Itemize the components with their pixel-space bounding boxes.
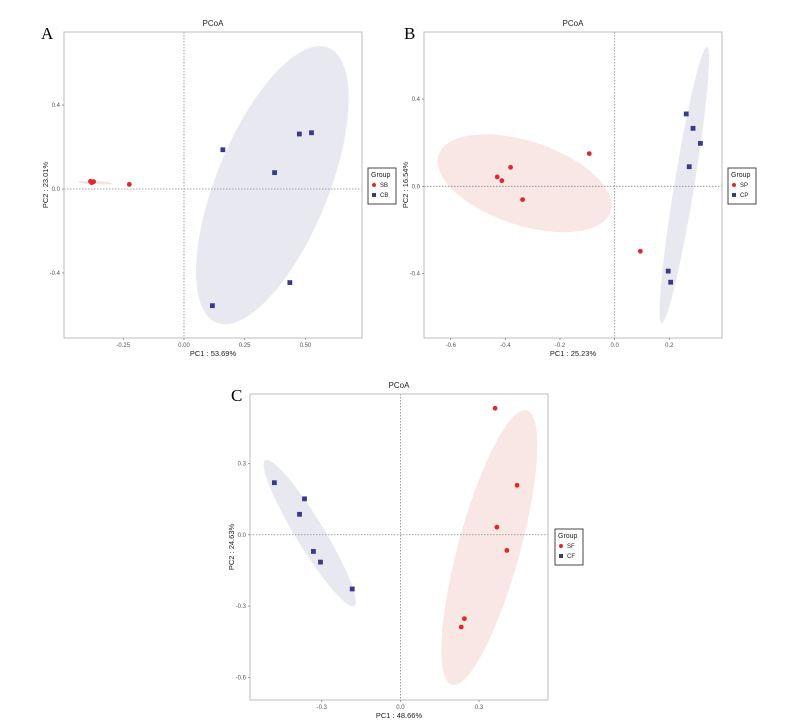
confidence-ellipse-cp	[659, 46, 709, 324]
x-tick-label: 0.0	[610, 343, 619, 349]
legend-title: Group	[558, 533, 578, 540]
data-point-cp	[686, 164, 692, 170]
x-tick-label: 0.25	[239, 343, 251, 349]
legend-label-sp: SP	[740, 183, 748, 189]
legend-label-sb: SB	[380, 183, 388, 189]
y-tick-label: -0.4	[410, 271, 421, 277]
x-tick-label: -0.25	[116, 343, 130, 349]
data-point-sp	[508, 164, 513, 170]
data-point-sf	[514, 482, 520, 488]
legend-label-sf: SF	[567, 544, 575, 550]
legend-marker-square	[732, 193, 736, 197]
confidence-ellipse-sf	[441, 410, 538, 686]
x-tick-label: 0.3	[475, 705, 484, 711]
legend: Group SP CP	[727, 167, 757, 205]
data-point-cp	[698, 140, 703, 146]
data-point-sp	[494, 174, 500, 180]
legend-marker-circle	[732, 183, 736, 187]
x-tick-label: -0.2	[555, 343, 566, 349]
data-point-sf	[458, 624, 464, 630]
x-tick-label: 0.50	[300, 343, 312, 349]
data-point-sp	[520, 197, 526, 203]
x-tick-label: -0.3	[317, 705, 328, 711]
data-point-sb	[126, 181, 132, 187]
panel-letter: C	[231, 386, 242, 405]
data-point-cp	[690, 125, 696, 131]
plot-border	[423, 31, 723, 339]
data-point-cb	[287, 280, 293, 285]
data-point-cf	[349, 586, 355, 592]
data-point-cb	[309, 130, 314, 136]
y-tick-label: -0.3	[236, 604, 247, 610]
y-tick-label: 0.0	[412, 184, 421, 190]
pcoa-panel-a: A PCoA -0.25 0.00 0.25 0.50 -0.4 0.0 0.4 PC1 : 53…	[41, 19, 397, 358]
data-point-sf	[494, 524, 500, 530]
y-axis-label: PC2 : 23.01%	[41, 162, 50, 209]
x-tick-label: 0.2	[665, 343, 674, 349]
y-tick-label: 0.3	[238, 461, 247, 467]
legend-label-cb: CB	[380, 193, 388, 199]
y-axis-label: PC2 : 24.63%	[227, 524, 236, 571]
legend-marker-circle	[372, 183, 376, 187]
legend-title: Group	[371, 172, 391, 179]
chart-title: PCoA	[389, 381, 411, 390]
data-point-sf	[461, 616, 467, 622]
y-tick-label: -0.4	[50, 271, 61, 277]
plot-area	[424, 32, 722, 338]
plot-area	[250, 394, 548, 700]
pcoa-panel-b: B PCoA -0.6 -0.4 -0.2 0.0 0.2 -0.4 0.0 0.4 PC1 : 2…	[401, 19, 757, 358]
y-tick-label: 0.4	[52, 103, 61, 109]
x-axis-label: PC1 : 53.69%	[190, 349, 237, 358]
plot-border	[63, 31, 363, 339]
y-tick-label: -0.6	[236, 675, 247, 681]
confidence-ellipse-cf	[263, 459, 356, 607]
data-point-cp	[668, 279, 674, 285]
data-point-cp	[665, 268, 671, 274]
x-axis-label: PC1 : 25.23%	[550, 349, 597, 358]
legend-marker-square	[372, 193, 376, 197]
x-tick-label: -0.4	[500, 343, 511, 349]
x-tick-label: 0.00	[178, 343, 190, 349]
data-point-sp	[586, 151, 592, 157]
data-point-cp	[683, 111, 689, 117]
legend-marker-circle	[559, 544, 563, 548]
data-point-sf	[504, 548, 510, 553]
legend-marker-square	[559, 554, 563, 558]
y-tick-label: 0.0	[238, 533, 247, 539]
y-tick-label: 0.0	[52, 187, 61, 193]
data-point-cf	[311, 548, 316, 554]
x-tick-label: -0.6	[446, 343, 457, 349]
legend-title: Group	[731, 172, 751, 179]
legend: Group SF CF	[554, 528, 584, 566]
data-point-sf	[492, 405, 498, 411]
x-axis-label: PC1 : 48.66%	[376, 711, 423, 720]
plot-border	[249, 393, 549, 701]
x-tick-label: 0.0	[396, 705, 405, 711]
legend-label-cf: CF	[567, 554, 575, 560]
chart-title: PCoA	[563, 19, 585, 28]
data-point-sp	[499, 178, 505, 184]
confidence-ellipse-cb	[196, 46, 349, 325]
data-point-cf	[297, 511, 302, 517]
data-point-cf	[318, 559, 323, 565]
chart-title: PCoA	[203, 19, 225, 28]
data-point-cf	[302, 496, 307, 502]
y-axis-label: PC2 : 16.54%	[401, 162, 410, 209]
data-point-cf	[271, 480, 277, 486]
panel-letter: A	[41, 24, 54, 43]
legend-label-cp: CP	[740, 193, 748, 199]
confidence-ellipse-sp	[437, 134, 612, 233]
plot-area	[64, 32, 362, 338]
legend: Group SB CB	[367, 167, 397, 205]
y-tick-label: 0.4	[412, 97, 421, 103]
data-point-cb	[209, 303, 215, 309]
data-point-cb	[296, 131, 302, 137]
data-point-sb	[89, 180, 95, 186]
panel-letter: B	[404, 24, 415, 43]
data-point-cb	[272, 170, 277, 176]
data-point-sp	[637, 248, 643, 254]
pcoa-panel-c: C PCoA -0.3 0.0 0.3 -0.6 -0.3 0.0 0.3 PC1 : 48.66…	[227, 381, 584, 720]
data-point-cb	[220, 147, 226, 153]
